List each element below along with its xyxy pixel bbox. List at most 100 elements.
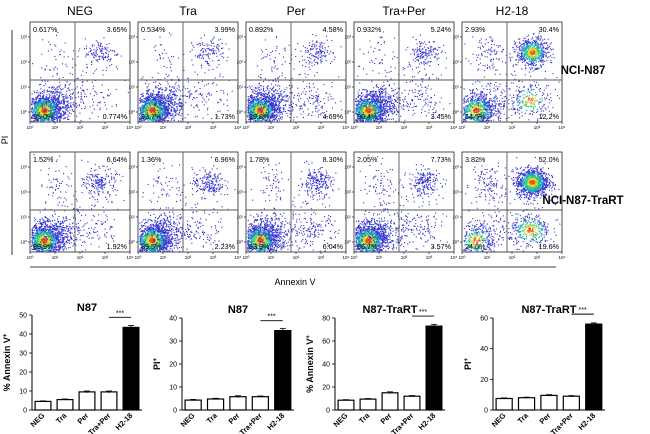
event-dot: [179, 97, 181, 99]
event-dot: [84, 107, 86, 109]
event-dot: [150, 107, 152, 109]
event-dot: [72, 92, 74, 94]
event-dot: [82, 101, 84, 103]
event-dot: [35, 101, 37, 103]
event-dot: [270, 52, 272, 54]
event-dot: [47, 107, 49, 109]
event-dot: [167, 120, 169, 122]
event-dot: [148, 83, 150, 85]
event-dot: [310, 49, 312, 51]
event-dot: [59, 88, 61, 90]
event-dot: [56, 74, 58, 76]
event-dot: [321, 108, 323, 110]
event-dot: [314, 64, 316, 66]
event-dot: [262, 57, 264, 59]
event-dot: [293, 119, 295, 121]
event-dot: [164, 107, 166, 109]
event-dot: [93, 85, 95, 87]
event-dot: [168, 108, 170, 110]
event-dot: [171, 91, 173, 93]
event-dot: [39, 118, 41, 120]
event-dot: [304, 59, 306, 61]
event-dot: [411, 80, 413, 82]
event-dot: [61, 114, 63, 116]
event-dot: [211, 43, 213, 45]
event-dot: [169, 97, 171, 99]
event-dot: [260, 91, 262, 93]
event-dot: [58, 107, 60, 109]
event-dot: [71, 67, 73, 69]
event-dot: [147, 93, 149, 95]
event-dot: [34, 119, 36, 121]
event-dot: [67, 105, 69, 107]
event-dot: [180, 120, 182, 122]
event-dot: [284, 88, 286, 90]
event-dot: [93, 53, 95, 55]
event-dot: [154, 50, 156, 52]
event-dot: [332, 98, 334, 100]
event-dot: [62, 114, 64, 116]
event-dot: [303, 88, 305, 90]
event-dot: [320, 114, 322, 116]
quadrant-ur-label: 4.58%: [323, 25, 344, 34]
event-dot: [309, 45, 311, 47]
event-dot: [311, 48, 313, 50]
event-dot: [48, 101, 50, 103]
event-dot: [42, 115, 44, 117]
event-dot: [40, 106, 42, 108]
event-dot: [104, 104, 106, 106]
event-dot: [273, 94, 275, 96]
event-dot: [269, 54, 271, 56]
event-dot: [139, 99, 141, 101]
event-dot: [50, 118, 52, 120]
event-dot: [196, 96, 198, 98]
event-dot: [279, 85, 281, 87]
event-dot: [206, 84, 208, 86]
event-dot: [161, 116, 163, 118]
quadrant-ur-label: 3.99%: [215, 25, 236, 34]
event-dot: [56, 108, 58, 110]
event-dot: [248, 105, 250, 107]
event-dot: [43, 102, 45, 104]
event-dot: [67, 118, 69, 120]
event-dot: [63, 103, 65, 105]
event-dot: [419, 98, 421, 100]
event-dot: [163, 107, 165, 109]
event-dot: [178, 114, 180, 116]
event-dot: [414, 112, 416, 114]
event-dot: [226, 99, 228, 101]
event-dot: [49, 107, 51, 109]
event-dot: [39, 94, 41, 96]
event-dot: [101, 92, 103, 94]
event-dot: [289, 117, 291, 119]
event-dot: [259, 108, 261, 110]
event-dot: [262, 93, 264, 95]
event-dot: [60, 113, 62, 115]
event-dot: [264, 56, 266, 58]
event-dot: [146, 87, 148, 89]
event-dot: [41, 97, 43, 99]
event-dot: [37, 108, 39, 110]
event-dot: [52, 118, 54, 120]
event-dot: [46, 108, 48, 110]
event-dot: [44, 68, 46, 70]
event-dot: [273, 99, 275, 101]
event-dot: [102, 56, 104, 58]
event-dot: [264, 99, 266, 101]
event-dot: [34, 113, 36, 115]
event-dot: [408, 61, 410, 63]
event-dot: [315, 91, 317, 93]
x-tick-label: 10⁴: [127, 125, 134, 130]
event-dot: [145, 96, 147, 98]
event-dot: [48, 114, 50, 116]
event-dot: [55, 113, 57, 115]
event-dot: [221, 56, 223, 58]
event-dot: [69, 96, 71, 98]
flow-plot: 0.617% 3.65%95.0% 0.774%10⁰ 10¹ 10² 10³ 10⁴10⁰…: [20, 21, 134, 130]
event-dot: [41, 111, 43, 113]
event-dot: [63, 102, 65, 104]
event-dot: [264, 102, 266, 104]
event-dot: [168, 74, 170, 76]
event-dot: [64, 117, 66, 119]
event-dot: [62, 100, 64, 102]
